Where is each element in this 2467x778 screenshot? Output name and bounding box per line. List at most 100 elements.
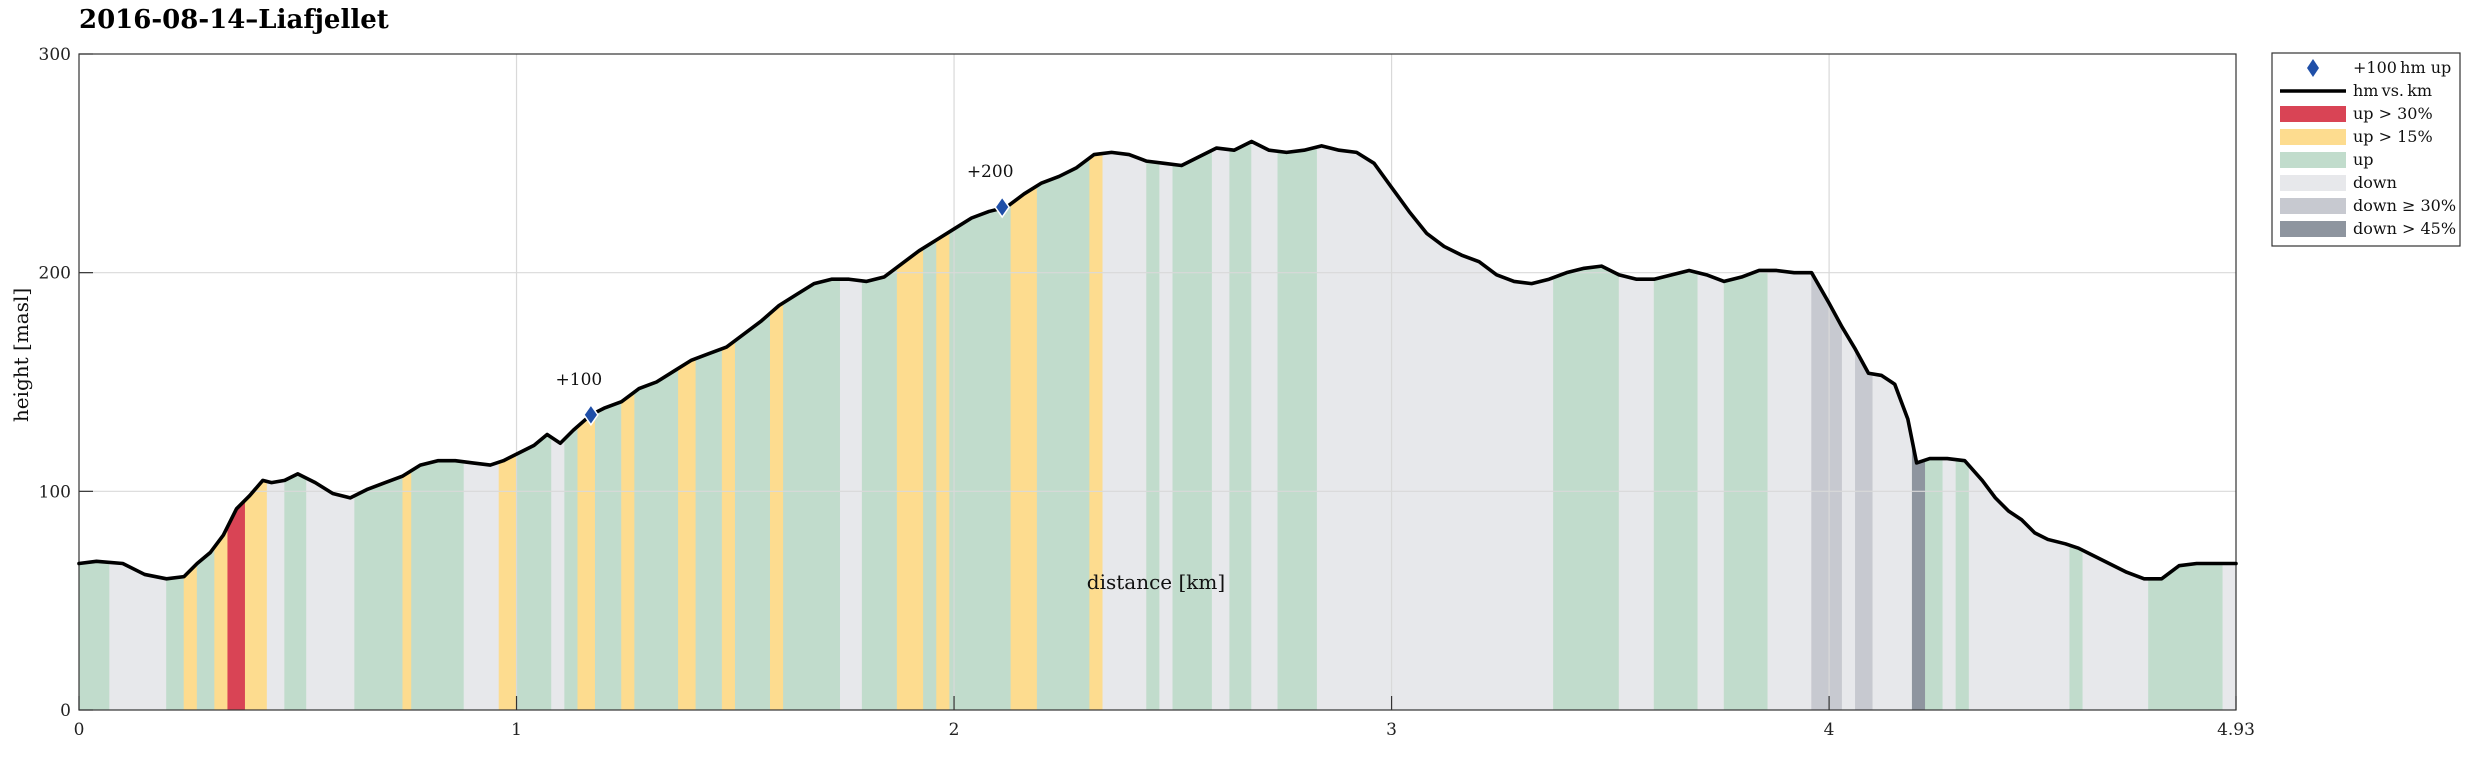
segment-up xyxy=(1653,270,1699,711)
y-tick-label: 0 xyxy=(60,701,71,721)
segment-up15 xyxy=(721,339,736,711)
legend-label-marker: +100 hm up xyxy=(2353,58,2451,77)
segment-up15 xyxy=(621,391,635,711)
segment-up xyxy=(284,473,307,711)
segment-up15 xyxy=(214,526,229,711)
segment-up xyxy=(1146,160,1160,711)
segment-up xyxy=(166,576,185,711)
segment-up xyxy=(354,475,404,711)
y-tick-label: 100 xyxy=(39,482,71,502)
segment-down xyxy=(1872,373,1913,711)
segment-down xyxy=(1316,145,1554,711)
segment-down xyxy=(306,477,355,711)
segment-up xyxy=(1553,265,1620,711)
legend-swatch-down xyxy=(2280,175,2346,191)
segment-up15 xyxy=(402,470,412,711)
segment-up xyxy=(594,401,622,711)
legend-swatch-up15 xyxy=(2280,129,2346,145)
hm-markers: +100 +200 xyxy=(556,162,1014,427)
segment-down30 xyxy=(1855,349,1874,711)
axes-frame xyxy=(78,53,2237,711)
segment-down xyxy=(839,278,863,711)
segment-up xyxy=(564,425,579,711)
legend-swatch-up xyxy=(2280,152,2346,168)
x-tick-label: 4 xyxy=(1824,720,1835,740)
segment-up xyxy=(734,312,771,711)
legend-swatch-down30 xyxy=(2280,198,2346,214)
segment-up15 xyxy=(244,480,268,711)
segment-up xyxy=(2069,544,2084,711)
x-tick-label: 2 xyxy=(949,720,960,740)
segment-down45 xyxy=(1911,440,1926,711)
segment-up xyxy=(923,239,937,711)
y-tick-label: 300 xyxy=(39,45,71,65)
segment-up15 xyxy=(936,231,950,711)
segment-down xyxy=(551,436,565,711)
segment-up15 xyxy=(896,247,924,711)
x-tick-label: 0 xyxy=(74,720,85,740)
hm-marker xyxy=(994,195,1011,219)
segment-down xyxy=(109,562,167,711)
legend: +100 hm up hm vs. km up > 30% up > 15% up dow… xyxy=(2271,52,2461,247)
segment-up xyxy=(78,561,110,711)
segment-up xyxy=(861,266,898,711)
segment-up xyxy=(1925,458,1944,711)
hm-marker-label: +200 xyxy=(967,162,1014,182)
segment-down xyxy=(1211,147,1230,711)
segment-up30 xyxy=(227,499,246,711)
segment-up15 xyxy=(183,562,198,711)
legend-label-down45: down > 45% xyxy=(2353,219,2456,238)
segment-up xyxy=(1229,140,1252,711)
segment-up15 xyxy=(577,412,596,711)
segment-up xyxy=(1172,149,1213,711)
chart-title: 2016-08-14–Liafjellet xyxy=(79,5,389,35)
legend-label-down: down xyxy=(2353,173,2397,192)
gridlines xyxy=(79,54,2236,710)
segment-down xyxy=(2082,549,2149,711)
segment-down xyxy=(1251,140,1279,711)
hm-marker-label: +100 xyxy=(556,370,603,390)
segment-up15 xyxy=(1010,185,1038,711)
segment-up xyxy=(196,545,215,711)
segment-down xyxy=(1767,270,1812,711)
segment-up xyxy=(2148,563,2224,711)
legend-swatch-down45 xyxy=(2280,221,2346,237)
segment-down xyxy=(1618,274,1655,711)
segment-up15 xyxy=(498,453,517,711)
segment-up xyxy=(516,434,552,711)
segment-down xyxy=(463,461,500,711)
x-tick-label: 3 xyxy=(1386,720,1397,740)
hm-marker xyxy=(582,403,599,427)
segment-up xyxy=(1955,459,1970,711)
segment-up xyxy=(783,278,841,711)
segment-up xyxy=(634,367,679,711)
segment-down xyxy=(2222,563,2237,711)
segment-up xyxy=(1723,270,1769,711)
elevation-line xyxy=(77,139,2238,581)
segment-down xyxy=(1968,464,2071,711)
segment-up xyxy=(1277,146,1318,711)
segment-up xyxy=(1036,157,1090,711)
segment-down xyxy=(1159,162,1174,711)
legend-label-up: up xyxy=(2353,150,2374,169)
segment-down xyxy=(266,480,285,711)
plot-area: 0 1 2 3 4 4.93 0 100 200 300 +100 +200 xyxy=(39,45,2255,740)
legend-label-down30: down ≥ 30% xyxy=(2353,196,2456,215)
segment-down xyxy=(1942,458,1957,711)
y-tick-label: 200 xyxy=(39,264,71,284)
segment-up xyxy=(411,460,465,711)
segment-up xyxy=(695,348,723,711)
legend-label-line: hm vs. km xyxy=(2353,81,2432,100)
segment-down xyxy=(1102,152,1147,711)
y-axis-label: height [masl] xyxy=(9,288,33,422)
segment-up15 xyxy=(678,358,697,711)
segment-up xyxy=(949,203,1012,711)
x-tick-label: 4.93 xyxy=(2217,720,2255,740)
x-axis-label: distance [km] xyxy=(1087,570,1225,594)
legend-label-up15: up > 15% xyxy=(2353,127,2433,146)
legend-label-up30: up > 30% xyxy=(2353,104,2433,123)
segment-up15 xyxy=(769,302,784,711)
x-tick-label: 1 xyxy=(511,720,522,740)
axis-ticks: 0 1 2 3 4 4.93 0 100 200 300 xyxy=(39,45,2255,740)
